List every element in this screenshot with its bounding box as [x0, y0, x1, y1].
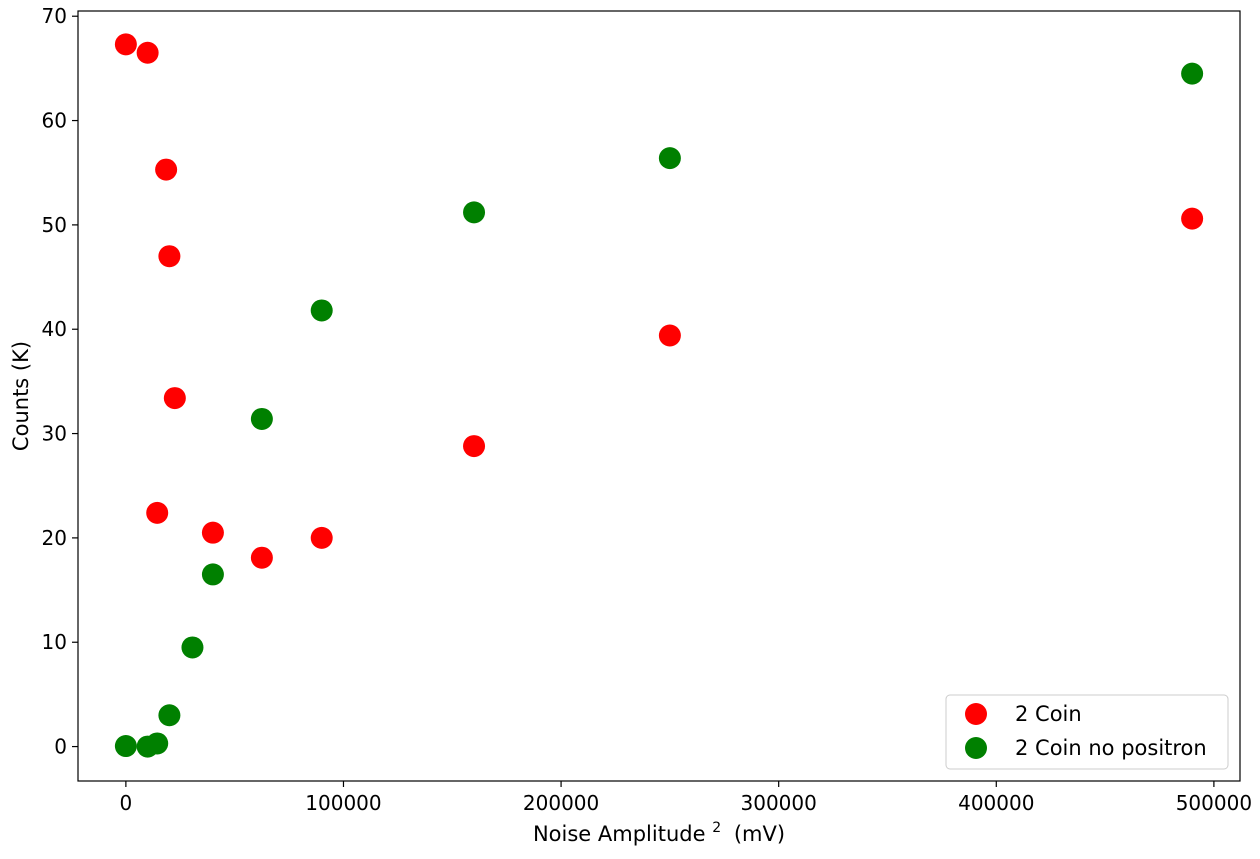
y-tick-label: 10	[42, 630, 67, 654]
y-axis: 0 10 20 30 40 50 60 70	[42, 4, 78, 759]
legend-marker-2-coin	[965, 703, 987, 725]
data-point-2-coin	[1181, 207, 1204, 230]
data-point-2-coin-no-positron	[250, 407, 273, 430]
x-tick-label: 0	[120, 791, 133, 815]
data-point-2-coin	[163, 387, 186, 410]
data-point-2-coin	[658, 324, 681, 347]
data-point-2-coin	[158, 245, 181, 268]
data-point-2-coin-no-positron	[158, 704, 181, 727]
data-point-2-coin	[155, 158, 178, 181]
y-tick-label: 40	[42, 317, 67, 341]
data-point-2-coin-no-positron	[114, 735, 137, 758]
data-point-2-coin	[136, 41, 159, 64]
x-axis-label: Noise Amplitude	[533, 822, 706, 846]
data-point-2-coin	[463, 435, 486, 458]
x-tick-label: 100000	[305, 791, 381, 815]
data-point-2-coin-no-positron	[463, 201, 486, 224]
x-axis: 0 100000 200000 300000 400000 500000	[120, 781, 1252, 815]
legend-label-2-coin: 2 Coin	[1015, 702, 1082, 726]
legend-box	[945, 694, 1229, 770]
data-points	[114, 33, 1204, 758]
data-point-2-coin	[310, 526, 333, 549]
legend-label-2-coin-no-positron: 2 Coin no positron	[1015, 736, 1207, 760]
y-axis-title: Counts (K)	[9, 341, 33, 451]
y-tick-label: 50	[42, 213, 67, 237]
data-point-2-coin-no-positron	[201, 563, 224, 586]
x-tick-label: 300000	[741, 791, 817, 815]
data-point-2-coin-no-positron	[658, 147, 681, 170]
x-axis-title: Noise Amplitude 2 (mV)	[533, 813, 785, 846]
y-tick-label: 70	[42, 4, 67, 28]
y-tick-label: 20	[42, 526, 67, 550]
x-axis-label-superscript: 2	[712, 820, 721, 836]
x-tick-label: 400000	[958, 791, 1034, 815]
legend: 2 Coin 2 Coin no positron	[945, 694, 1229, 770]
y-tick-label: 60	[42, 109, 67, 133]
x-tick-label: 500000	[1176, 791, 1252, 815]
data-point-2-coin	[114, 33, 137, 56]
y-tick-label: 30	[42, 422, 67, 446]
data-point-2-coin	[201, 521, 224, 544]
data-point-2-coin-no-positron	[310, 299, 333, 322]
data-point-2-coin	[146, 501, 169, 524]
x-axis-label-unit: (mV)	[734, 822, 785, 846]
x-tick-label: 200000	[523, 791, 599, 815]
data-point-2-coin-no-positron	[1181, 62, 1204, 85]
data-point-2-coin	[250, 546, 273, 569]
legend-marker-2-coin-no-positron	[965, 737, 987, 759]
data-point-2-coin-no-positron	[181, 636, 204, 659]
y-tick-label: 0	[54, 735, 67, 759]
data-point-2-coin-no-positron	[146, 732, 169, 755]
plot-frame	[77, 10, 1241, 782]
